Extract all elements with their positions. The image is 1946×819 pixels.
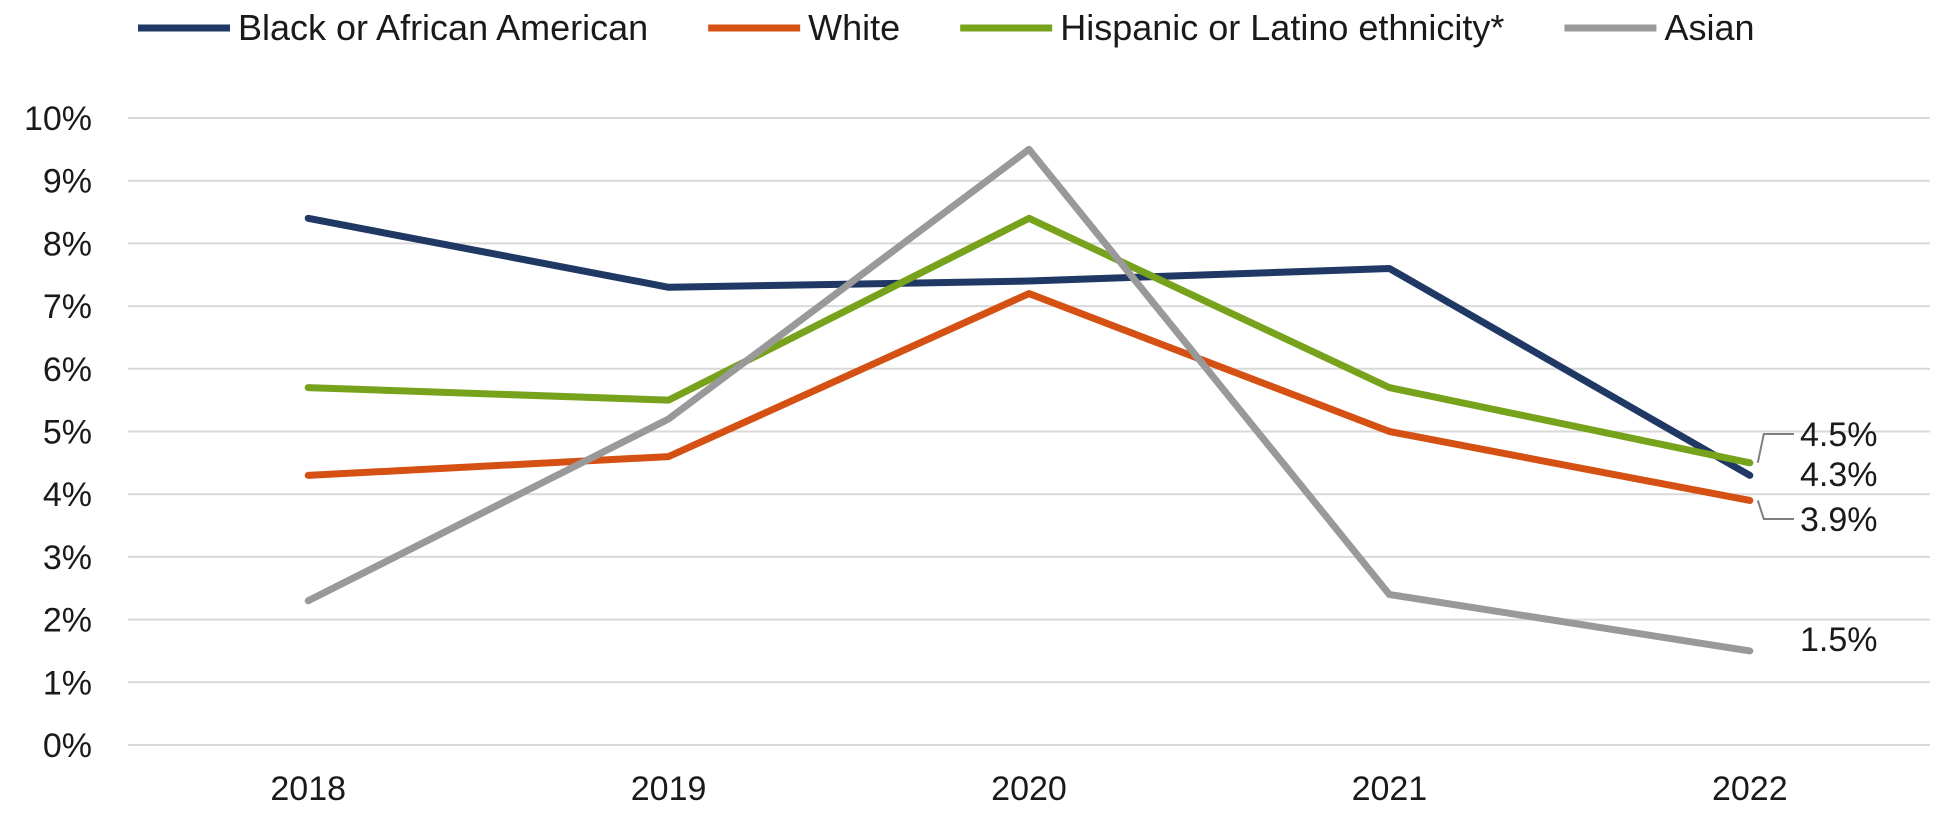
- y-tick-label: 2%: [43, 602, 92, 640]
- legend-item-black-or-african-american: Black or African American: [138, 7, 648, 48]
- series-asian: [304, 145, 1754, 655]
- series-line: [304, 214, 1754, 479]
- x-axis-tick-labels: 2018 2019 2020 2021 2022: [270, 770, 1787, 808]
- series-white: [304, 290, 1754, 504]
- legend-label: Hispanic or Latino ethnicity*: [1060, 7, 1504, 48]
- series-black-or-african-american: [304, 214, 1754, 479]
- y-tick-label: 6%: [43, 351, 92, 389]
- legend-label: White: [808, 7, 900, 48]
- legend-item-white: White: [708, 7, 900, 48]
- data-labels: 4.5%4.3% 3.9% 1.5%: [1756, 416, 1878, 659]
- legend-item-hispanic-or-latino-ethnicity: Hispanic or Latino ethnicity*: [960, 7, 1504, 48]
- leader-line: [1756, 500, 1794, 520]
- data-label-asian: 1.5%: [1800, 621, 1878, 659]
- x-tick-label: 2020: [991, 770, 1067, 808]
- legend-label: Asian: [1664, 7, 1754, 48]
- x-tick-label: 2019: [631, 770, 707, 808]
- legend-label: Black or African American: [238, 7, 648, 48]
- data-label-white: 3.9%: [1800, 501, 1878, 539]
- legend: Black or African American White Hispanic o…: [138, 7, 1755, 48]
- y-tick-label: 5%: [43, 414, 92, 452]
- y-tick-label: 7%: [43, 288, 92, 326]
- data-label-hispanic-or-latino-ethnicity: 4.5%: [1800, 416, 1878, 454]
- y-tick-label: 10%: [24, 100, 92, 138]
- x-tick-label: 2022: [1712, 770, 1788, 808]
- y-tick-label: 9%: [43, 163, 92, 201]
- series-hispanic-or-latino-ethnicity: [304, 214, 1754, 467]
- y-tick-label: 1%: [43, 664, 92, 702]
- data-label-black-or-african-american: 4.3%: [1800, 456, 1878, 494]
- x-tick-label: 2018: [270, 770, 346, 808]
- gridlines: [128, 117, 1930, 746]
- series-lines: [304, 145, 1754, 655]
- y-tick-label: 8%: [43, 225, 92, 263]
- leader-line: [1756, 433, 1794, 464]
- series-line: [304, 214, 1754, 467]
- y-axis-tick-labels: 0% 1% 2% 3% 4% 5% 6% 7% 8% 9% 10%: [24, 100, 92, 765]
- x-tick-label: 2021: [1352, 770, 1428, 808]
- legend-item-asian: Asian: [1564, 7, 1755, 48]
- y-tick-label: 3%: [43, 539, 92, 577]
- y-tick-label: 0%: [43, 727, 92, 765]
- series-line: [304, 145, 1754, 655]
- y-tick-label: 4%: [43, 476, 92, 514]
- series-line: [304, 290, 1754, 504]
